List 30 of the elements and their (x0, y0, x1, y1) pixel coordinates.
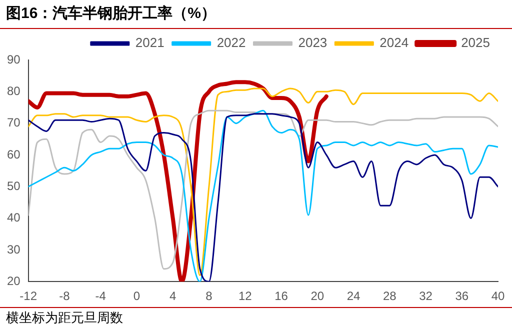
x-tick-label: 0 (133, 289, 140, 304)
y-tick-label: 40 (6, 210, 21, 225)
x-tick-label: 40 (491, 289, 505, 304)
y-tick-label: 20 (6, 274, 21, 288)
x-tick-label: 32 (419, 289, 433, 304)
legend-label: 2025 (461, 35, 490, 50)
y-tick-label: 30 (6, 242, 21, 256)
legend-label: 2023 (298, 35, 328, 50)
y-tick-label: 60 (6, 147, 21, 162)
x-tick-label: -4 (95, 289, 106, 304)
x-tick-label: -12 (20, 289, 38, 304)
y-tick-label: 50 (6, 178, 21, 193)
text: 横坐标为距元旦周数 (0, 307, 512, 328)
legend-label: 2024 (380, 35, 409, 50)
y-tick-label: 90 (6, 52, 21, 66)
legend-label: 2021 (135, 35, 164, 50)
x-tick-label: 24 (346, 289, 360, 304)
x-tick-label: 36 (455, 289, 469, 304)
legend-label: 2022 (216, 35, 246, 50)
x-tick-label: 28 (382, 289, 397, 304)
x-tick-label: -8 (59, 289, 70, 304)
x-tick-label: 4 (170, 289, 177, 304)
line-series (28, 80, 328, 282)
x-tick-label: 20 (310, 289, 324, 304)
chart-title: 图16：汽车半钢胎开工率（%） (0, 0, 512, 29)
y-tick-label: 80 (6, 84, 21, 98)
x-tick-label: 16 (274, 289, 288, 304)
y-tick-label: 70 (6, 116, 21, 130)
x-tick-label: 12 (238, 289, 252, 304)
x-tick-label: 8 (206, 289, 213, 304)
